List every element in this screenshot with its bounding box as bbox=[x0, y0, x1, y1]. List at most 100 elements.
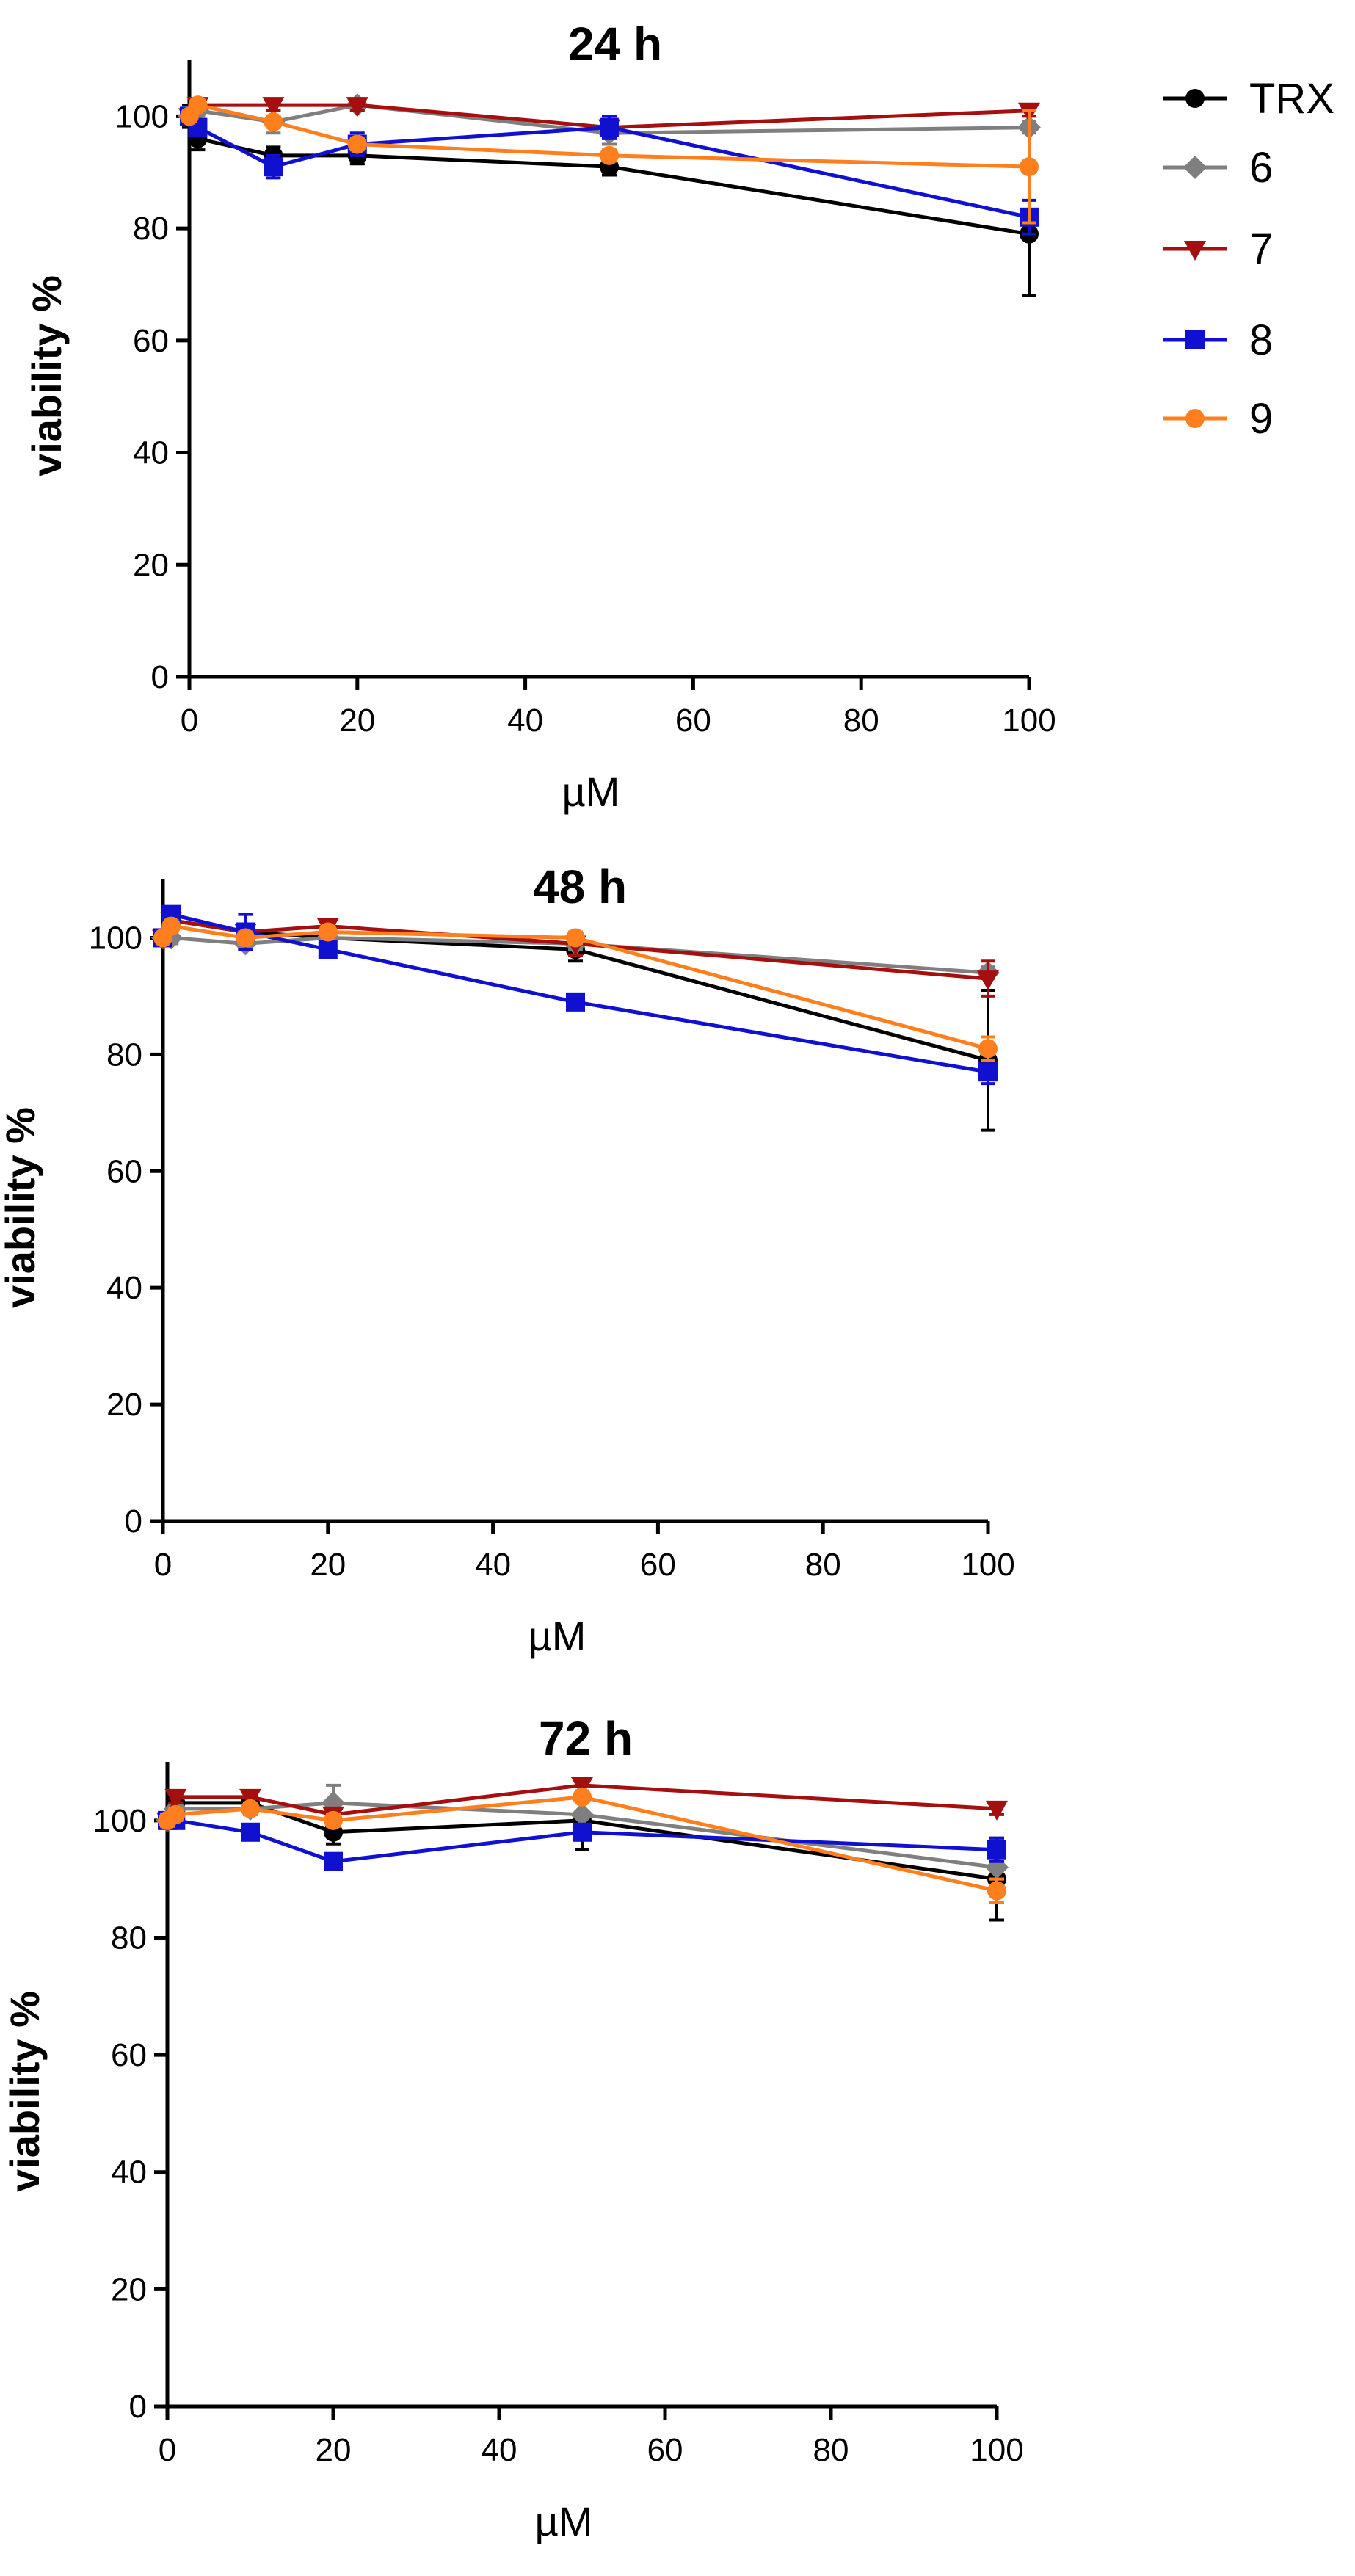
x-tick-label: 80 bbox=[843, 703, 879, 739]
legend-label: 9 bbox=[1249, 395, 1273, 443]
legend-label: 6 bbox=[1249, 144, 1273, 192]
y-tick-label: 80 bbox=[133, 211, 169, 247]
x-tick-label: 0 bbox=[159, 2432, 176, 2468]
data-point bbox=[318, 922, 338, 942]
y-tick-label: 0 bbox=[151, 659, 169, 695]
data-point bbox=[164, 1788, 187, 1809]
y-tick-label: 0 bbox=[125, 1503, 142, 1539]
x-tick-label: 100 bbox=[961, 1547, 1014, 1583]
data-point bbox=[346, 97, 368, 117]
series-9 bbox=[180, 95, 1039, 225]
y-tick-label: 80 bbox=[111, 1920, 147, 1956]
legend-item-8: 8 bbox=[1163, 316, 1273, 364]
legend-item-9: 9 bbox=[1163, 395, 1273, 443]
data-point bbox=[166, 1804, 186, 1824]
legend-marker bbox=[1185, 409, 1205, 428]
x-tick-label: 40 bbox=[482, 2432, 517, 2468]
y-tick-label: 40 bbox=[106, 1270, 142, 1306]
chart-title: 48 h bbox=[533, 860, 627, 913]
y-tick-label: 80 bbox=[106, 1037, 142, 1073]
data-point bbox=[573, 1822, 592, 1842]
y-tick-label: 0 bbox=[129, 2389, 147, 2425]
x-tick-label: 60 bbox=[675, 703, 711, 739]
x-tick-label: 60 bbox=[647, 2432, 683, 2468]
data-point bbox=[566, 992, 585, 1012]
data-point bbox=[987, 1840, 1006, 1860]
legend-item-7: 7 bbox=[1163, 225, 1273, 273]
x-tick-label: 80 bbox=[813, 2432, 849, 2468]
x-tick-label: 40 bbox=[475, 1547, 511, 1583]
data-point bbox=[600, 145, 619, 165]
data-point bbox=[324, 1810, 343, 1830]
data-point bbox=[978, 1039, 998, 1059]
data-point bbox=[236, 928, 255, 948]
y-tick-label: 60 bbox=[133, 323, 169, 359]
data-point bbox=[161, 916, 181, 936]
legend-marker bbox=[1183, 156, 1207, 179]
data-point bbox=[241, 1822, 260, 1842]
y-tick-label: 100 bbox=[93, 1803, 147, 1839]
y-axis-title: viability % bbox=[0, 1107, 43, 1308]
data-point bbox=[347, 134, 367, 154]
data-point bbox=[566, 928, 585, 948]
data-point bbox=[573, 1787, 592, 1807]
x-tick-label: 20 bbox=[310, 1547, 346, 1583]
series-9 bbox=[158, 1787, 1006, 1904]
x-tick-label: 0 bbox=[181, 703, 198, 739]
y-tick-label: 20 bbox=[111, 2271, 147, 2307]
data-point bbox=[264, 112, 283, 131]
x-tick-label: 20 bbox=[339, 703, 375, 739]
series-9 bbox=[153, 916, 998, 1062]
legend-label: 7 bbox=[1249, 225, 1273, 273]
data-point bbox=[188, 95, 208, 115]
x-tick-label: 60 bbox=[640, 1547, 676, 1583]
data-point bbox=[318, 940, 338, 959]
data-point bbox=[264, 157, 283, 177]
legend-label: TRX bbox=[1249, 75, 1334, 123]
data-point bbox=[570, 1802, 594, 1826]
data-point bbox=[324, 1851, 343, 1871]
data-point bbox=[241, 1799, 260, 1818]
legend-item-6: 6 bbox=[1163, 144, 1273, 192]
y-tick-label: 100 bbox=[89, 920, 142, 956]
x-tick-label: 20 bbox=[316, 2432, 352, 2468]
y-tick-label: 60 bbox=[106, 1153, 142, 1189]
y-axis-title: viability % bbox=[1, 1991, 48, 2192]
x-tick-label: 0 bbox=[154, 1547, 172, 1583]
legend-label: 8 bbox=[1249, 316, 1273, 364]
data-point bbox=[987, 1881, 1006, 1901]
y-tick-label: 40 bbox=[133, 435, 169, 471]
x-tick-label: 40 bbox=[507, 703, 543, 739]
y-tick-label: 20 bbox=[106, 1387, 142, 1423]
data-point bbox=[986, 1800, 1008, 1821]
y-tick-label: 100 bbox=[115, 98, 169, 134]
x-tick-label: 100 bbox=[970, 2432, 1023, 2468]
data-point bbox=[978, 1062, 998, 1082]
y-tick-label: 40 bbox=[111, 2155, 147, 2191]
x-axis-title: µM bbox=[535, 2498, 593, 2544]
x-tick-label: 80 bbox=[805, 1547, 841, 1583]
data-point bbox=[262, 97, 285, 117]
chart-panel-1: 24 h 0 20 40 60 80 100 0 20 40 60 80 100 µM viability … bbox=[23, 18, 1056, 815]
y-tick-label: 60 bbox=[111, 2037, 147, 2073]
chart-title: 72 h bbox=[539, 1712, 633, 1765]
legend-marker bbox=[1185, 330, 1205, 349]
data-point bbox=[571, 1777, 593, 1797]
legend-marker bbox=[1185, 89, 1205, 108]
x-tick-label: 100 bbox=[1002, 703, 1056, 739]
chart-panel-2: 48 h 0 20 40 60 80 100 0 20 40 60 80 100 µM viability … bbox=[0, 860, 1015, 1659]
data-point bbox=[1020, 157, 1039, 177]
y-tick-label: 20 bbox=[133, 547, 169, 583]
y-axis-title: viability % bbox=[23, 275, 70, 476]
chart-panels: 24 h 0 20 40 60 80 100 0 20 40 60 80 100 µM viability … bbox=[0, 18, 1056, 2544]
x-axis-title: µM bbox=[528, 1613, 586, 1659]
x-axis-title: µM bbox=[562, 769, 620, 815]
series-7 bbox=[152, 912, 999, 998]
legend-item-TRX: TRX bbox=[1163, 75, 1334, 123]
data-point bbox=[977, 970, 999, 991]
legend-marker bbox=[1184, 241, 1206, 261]
chart-panel-3: 72 h 0 20 40 60 80 100 0 20 40 60 80 100 µM viability … bbox=[1, 1712, 1024, 2544]
legend: TRX 6 7 8 9 bbox=[1163, 75, 1334, 443]
data-point bbox=[600, 117, 619, 137]
